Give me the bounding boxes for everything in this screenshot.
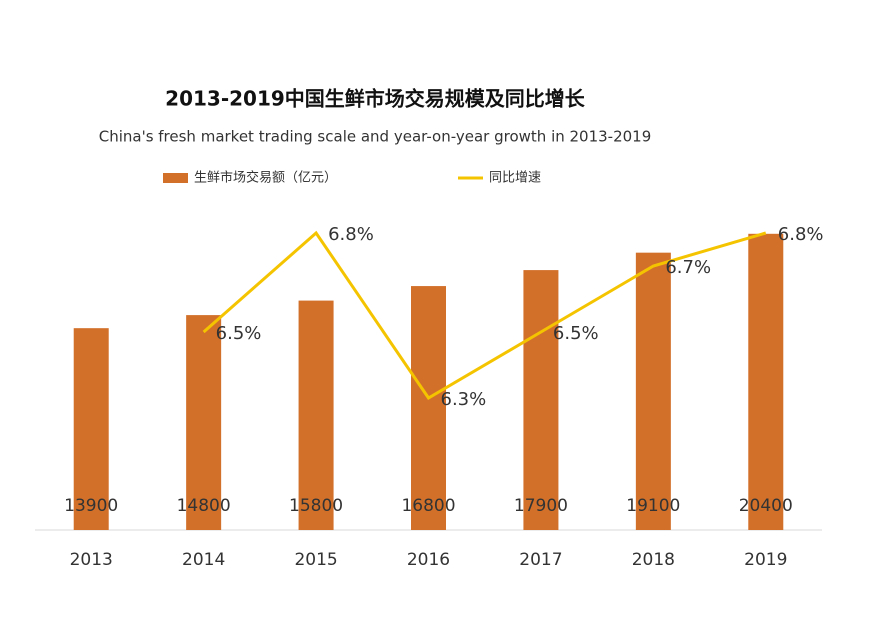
data-label: 15800 — [289, 496, 343, 516]
x-tick-label: 2015 — [294, 550, 337, 570]
data-label: 6.8% — [328, 224, 374, 245]
data-label: 6.5% — [216, 323, 262, 344]
data-label: 6.3% — [441, 389, 487, 410]
chart-subtitle: China's fresh market trading scale and y… — [99, 128, 652, 146]
data-label: 17900 — [514, 496, 568, 516]
bar — [186, 315, 222, 530]
data-label: 20400 — [739, 496, 793, 516]
data-label: 6.5% — [553, 323, 599, 344]
x-tick-label: 2016 — [407, 550, 450, 570]
data-label: 19100 — [626, 496, 680, 516]
data-label: 6.8% — [778, 224, 824, 245]
bar — [748, 233, 784, 531]
x-tick-label: 2018 — [632, 550, 675, 570]
legend-label: 同比增速 — [489, 171, 541, 186]
bar — [411, 286, 446, 530]
data-label: 13900 — [64, 496, 118, 516]
legend-label: 生鲜市场交易额（亿元） — [194, 170, 337, 186]
data-label: 14800 — [177, 496, 231, 516]
x-tick-label: 2013 — [70, 550, 113, 570]
bar — [298, 300, 334, 530]
x-tick-label: 2014 — [182, 550, 225, 570]
bar — [73, 328, 109, 530]
bar — [635, 252, 671, 530]
data-label: 16800 — [401, 496, 455, 516]
legend-swatch — [163, 173, 188, 183]
data-label: 6.7% — [665, 257, 711, 278]
x-tick-label: 2019 — [744, 550, 787, 570]
x-tick-label: 2017 — [519, 550, 562, 570]
chart-title: 2013-2019中国生鲜市场交易规模及同比增长 — [165, 87, 586, 111]
bar — [523, 270, 559, 530]
line — [202, 230, 767, 401]
